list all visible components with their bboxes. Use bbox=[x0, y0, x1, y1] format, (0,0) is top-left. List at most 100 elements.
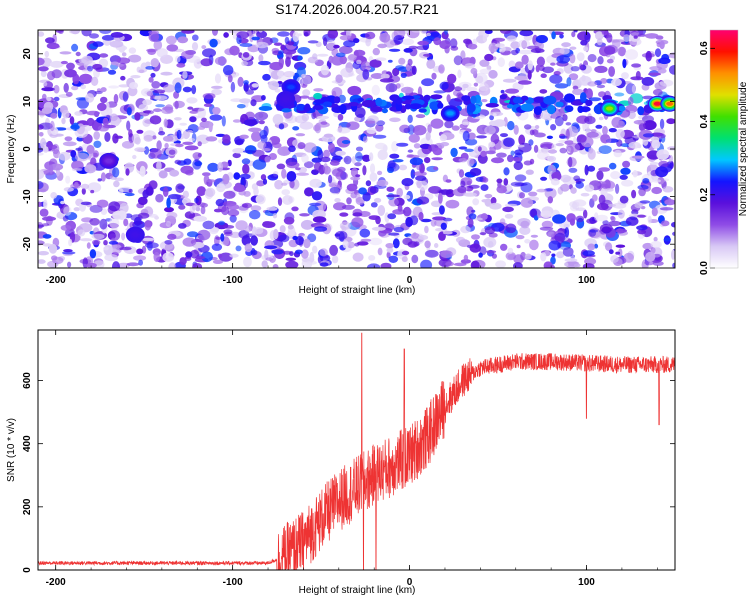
spectrogram-cell bbox=[109, 113, 118, 122]
spectrogram-cell bbox=[642, 242, 653, 250]
spectrogram-cell bbox=[223, 32, 229, 38]
spectrogram-cell bbox=[347, 54, 357, 61]
spectrogram-cell bbox=[197, 126, 206, 130]
spectrogram-cell bbox=[248, 127, 262, 133]
spectrogram-cell bbox=[237, 76, 244, 87]
spectrogram-cell bbox=[175, 55, 181, 63]
spectrogram-cell bbox=[50, 112, 58, 119]
spectrogram-cell bbox=[596, 38, 603, 46]
snr-frame bbox=[37, 329, 676, 571]
spectrogram-cell bbox=[102, 117, 109, 126]
spectrogram-cell bbox=[81, 55, 93, 65]
spectrogram-cell bbox=[205, 187, 216, 197]
spectrogram-cell bbox=[266, 206, 278, 211]
spectrogram-band-cell bbox=[543, 95, 557, 105]
spectrogram-cell bbox=[453, 55, 463, 66]
spectrogram-cell bbox=[657, 133, 666, 139]
spectrogram-cell bbox=[387, 59, 393, 63]
spectrogram-cell bbox=[659, 118, 665, 130]
spectrogram-cell bbox=[42, 234, 52, 239]
spectrogram-x-label: Height of straight line (km) bbox=[299, 285, 416, 296]
spectrogram-cell bbox=[530, 48, 545, 54]
spectrogram-cell bbox=[202, 172, 211, 177]
spectrogram-cell bbox=[341, 204, 355, 210]
spectrogram-cell bbox=[43, 199, 48, 209]
spectrogram-cell bbox=[615, 120, 625, 128]
spectrogram-cell bbox=[112, 167, 120, 178]
spectrogram-cell bbox=[564, 227, 570, 238]
spectrogram-cell bbox=[568, 167, 578, 173]
spectrogram-cell bbox=[662, 186, 674, 193]
spectrogram-cell bbox=[502, 206, 514, 213]
chart-title: S174.2026.004.20.57.R21 bbox=[275, 1, 439, 17]
spectrogram-cell bbox=[480, 213, 488, 220]
y-tick-label: 400 bbox=[22, 435, 33, 452]
spectrogram-cell bbox=[469, 158, 477, 165]
spectrogram-cell bbox=[278, 123, 285, 130]
spectrogram-cell bbox=[423, 53, 433, 57]
spectrogram-cell bbox=[136, 129, 144, 134]
spectrogram-cell bbox=[309, 202, 322, 207]
spectrogram-cell bbox=[164, 206, 174, 213]
spectrogram-cell bbox=[667, 146, 675, 151]
spectrogram-cell bbox=[652, 89, 663, 96]
spectrogram-cell bbox=[80, 84, 86, 90]
spectrogram-cell bbox=[69, 116, 75, 125]
spectrogram-cell bbox=[297, 47, 311, 55]
spectrogram-cell bbox=[276, 70, 285, 78]
spectrogram-cell bbox=[671, 221, 675, 228]
spectrogram-cell bbox=[329, 244, 338, 256]
spectrogram-cell bbox=[366, 127, 377, 134]
spectrogram-cell bbox=[60, 224, 72, 231]
colorbar-tick-label: 0.0 bbox=[699, 261, 710, 275]
spectrogram-band-cell bbox=[361, 99, 376, 108]
spectrogram-cell bbox=[403, 194, 411, 200]
spectrogram-cell bbox=[49, 120, 55, 132]
spectrogram-band-cell bbox=[512, 96, 524, 104]
spectrogram-cell bbox=[385, 83, 398, 93]
spectrogram-cell bbox=[559, 147, 567, 154]
spectrogram-hotspot bbox=[606, 106, 614, 111]
spectrogram-cell bbox=[516, 144, 525, 148]
spectrogram-cell bbox=[192, 159, 202, 170]
spectrogram-cell bbox=[556, 251, 565, 259]
spectrogram-cell bbox=[229, 214, 237, 223]
spectrogram-cell bbox=[90, 189, 95, 194]
spectrogram-band-cell bbox=[577, 105, 584, 114]
spectrogram-cell bbox=[311, 191, 323, 201]
spectrogram-cell bbox=[274, 179, 283, 190]
spectrogram-cell bbox=[146, 91, 154, 97]
spectrogram-cell bbox=[243, 179, 248, 189]
spectrogram-cell bbox=[424, 157, 431, 164]
spectrogram-cell bbox=[241, 158, 251, 165]
spectrogram-cell bbox=[62, 109, 70, 119]
spectrogram-cell bbox=[317, 149, 324, 160]
spectrogram-cell bbox=[617, 209, 625, 219]
spectrogram-cell bbox=[631, 63, 642, 68]
spectrogram-cell bbox=[39, 122, 53, 130]
spectrogram-cell bbox=[572, 199, 587, 207]
spectrogram-cell bbox=[273, 228, 279, 240]
spectrogram-cell bbox=[186, 97, 198, 104]
spectrogram-band-cell bbox=[547, 104, 556, 115]
spectrogram-cell bbox=[587, 165, 596, 172]
spectrogram-cell bbox=[129, 82, 139, 89]
spectrogram-cell bbox=[586, 131, 599, 138]
spectrogram-cell bbox=[370, 73, 384, 79]
spectrogram-cell bbox=[272, 264, 279, 268]
spectrogram-cell bbox=[440, 250, 453, 258]
spectrogram-cell bbox=[602, 125, 608, 136]
spectrogram-cell bbox=[182, 237, 197, 247]
spectrogram-cell bbox=[520, 220, 530, 229]
spectrogram-cell bbox=[598, 116, 604, 121]
spectrogram-cell bbox=[297, 55, 303, 61]
spectrogram-cell bbox=[431, 157, 444, 161]
spectrogram-cell bbox=[335, 150, 346, 156]
spectrogram-cell bbox=[163, 118, 168, 128]
spectrogram-cell bbox=[380, 73, 390, 80]
spectrogram-cell bbox=[595, 124, 603, 129]
spectrogram-cell bbox=[73, 207, 81, 212]
spectrogram-cell bbox=[406, 30, 420, 39]
spectrogram-cell bbox=[554, 115, 564, 127]
spectrogram-cell bbox=[202, 48, 216, 58]
